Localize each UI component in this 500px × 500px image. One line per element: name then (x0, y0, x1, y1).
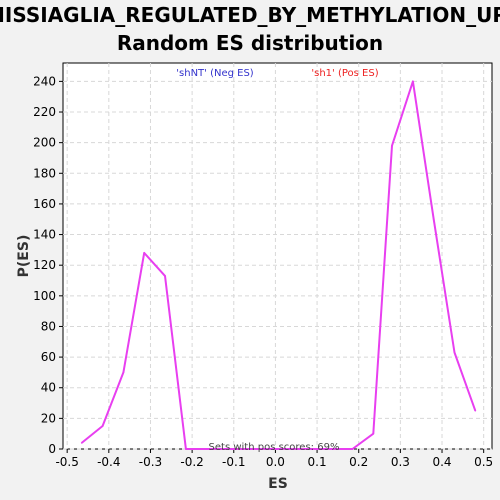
y-tick-label: 200 (33, 136, 56, 150)
x-tick-label: -0.4 (97, 455, 120, 469)
y-tick-label: 180 (33, 166, 56, 180)
data-point (372, 432, 375, 435)
y-tick-label: 100 (33, 289, 56, 303)
y-tick-label: 40 (41, 381, 56, 395)
y-tick-label: 240 (33, 74, 56, 88)
y-tick-label: 0 (48, 442, 56, 456)
data-point (453, 351, 456, 354)
data-point (164, 275, 166, 277)
legend-item-neg: 'shNT' (Neg ES) (176, 68, 254, 79)
data-point (330, 448, 333, 450)
y-tick-label: 220 (33, 105, 56, 119)
data-point (143, 252, 145, 254)
data-point (391, 144, 393, 147)
data-point (185, 448, 187, 450)
pos-scores-annotation: Sets with pos scores: 69% (209, 442, 340, 453)
data-point (205, 448, 208, 450)
x-tick-label: 0.2 (349, 455, 368, 469)
data-point (289, 448, 291, 450)
x-tick-label: 0.5 (474, 455, 493, 469)
legend-item-pos: 'sh1' (Pos ES) (311, 68, 378, 79)
y-axis: 0 20 40 60 80 100 120 140 160 180 200 220 240 (33, 74, 63, 456)
y-tick-label: 120 (33, 258, 56, 272)
data-point (474, 409, 477, 412)
grid-lines (63, 63, 492, 450)
series-line (81, 80, 477, 450)
data-point (351, 448, 354, 450)
x-tick-label: -0.2 (180, 455, 203, 469)
x-tick-label: -0.1 (222, 455, 245, 469)
y-tick-label: 140 (33, 228, 56, 242)
y-tick-label: 80 (41, 319, 56, 333)
data-point (80, 442, 83, 444)
data-point (310, 448, 312, 450)
x-tick-label: 0.4 (432, 455, 451, 469)
data-point (412, 80, 414, 83)
x-axis: -0.5 -0.4 -0.3 -0.2 -0.1 0.0 0.1 0.2 0.3 0.4 0.5 (55, 449, 493, 469)
data-point (122, 371, 125, 374)
plot-area (62, 62, 493, 450)
data-point (432, 218, 435, 220)
x-tick-label: -0.5 (55, 455, 78, 469)
y-tick-label: 20 (41, 411, 56, 425)
data-point (247, 448, 250, 450)
y-tick-label: 160 (33, 197, 56, 211)
x-tick-label: 0.0 (266, 455, 285, 469)
y-axis-label: P(ES) (16, 235, 32, 278)
data-point (101, 425, 104, 427)
y-tick-label: 60 (41, 350, 56, 364)
x-tick-label: -0.3 (139, 455, 162, 469)
data-point (226, 448, 229, 450)
data-point (268, 448, 271, 450)
x-tick-label: 0.3 (391, 455, 410, 469)
chart-title-line-1: MISSIAGLIA_REGULATED_BY_METHYLATION_UP: (0, 3, 500, 27)
series-layer (80, 80, 477, 450)
x-tick-label: 0.1 (308, 455, 327, 469)
chart-title-line-2: Random ES distribution (117, 31, 383, 55)
x-axis-label: ES (268, 476, 288, 492)
